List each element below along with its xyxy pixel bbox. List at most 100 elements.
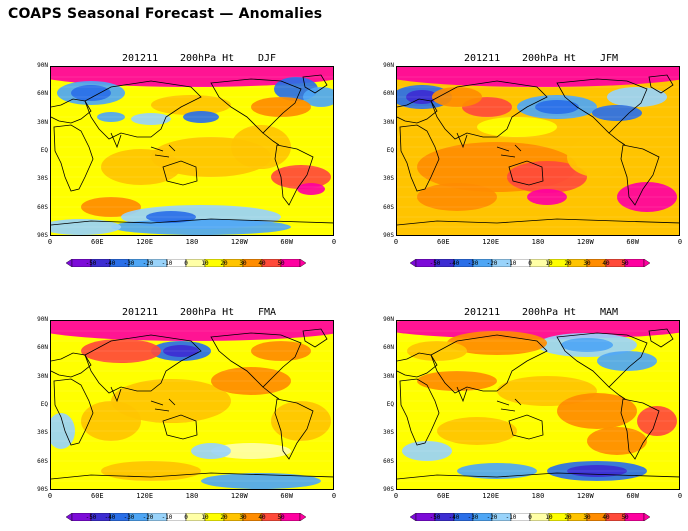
colorbar-label: 20 [564, 514, 572, 521]
coastline [556, 332, 648, 388]
anomaly-contour [201, 473, 321, 489]
longitude-label: 60E [437, 492, 450, 500]
anomaly-contour [535, 100, 579, 114]
anomaly-map [396, 66, 680, 236]
colorbar-label: -20 [142, 260, 154, 267]
coastline [397, 472, 679, 480]
longitude-label: 0 [677, 492, 683, 500]
anomaly-field [397, 67, 679, 235]
colorbar-label: -10 [505, 260, 517, 267]
longitude-label: 0 [331, 492, 337, 500]
anomaly-contour [477, 117, 557, 137]
coastline [51, 98, 92, 124]
colorbar-max-arrow [299, 259, 306, 267]
colorbar-max-arrow [643, 513, 650, 521]
colorbar: -50 -40 -30 -20 -10 0 10 20 30 40 50 [66, 513, 306, 523]
forecast-panel-jfm: 201211 200hPa Ht JFM 90N 60N 30N EQ 30S 60S 90… [383, 52, 688, 272]
coastline [608, 386, 626, 400]
colorbar-label: -40 [104, 514, 116, 521]
panel-variable: 200hPa Ht [522, 53, 577, 64]
panel-date: 201211 [122, 307, 159, 318]
longitude-label: 120W [230, 238, 248, 246]
coastline [162, 414, 198, 440]
longitude-label: 180 [185, 492, 199, 500]
panel-title: 201211 200hPa Ht MAM [396, 306, 688, 320]
panel-season: MAM [600, 307, 619, 318]
colorbar-min-arrow [410, 513, 417, 521]
longitude-label: 120E [482, 238, 500, 246]
latitude-label: 90N [383, 316, 394, 323]
panel-date: 201211 [464, 53, 501, 64]
latitude-label: 30S [37, 175, 48, 183]
anomaly-contour [592, 105, 642, 121]
anomaly-contour [417, 183, 497, 211]
anomaly-contour [163, 345, 199, 357]
anomaly-contour [271, 165, 331, 189]
colorbar-label: 0 [528, 260, 532, 267]
anomaly-contour [251, 97, 311, 117]
latitude-label: 60S [383, 457, 394, 465]
colorbar-label: -40 [448, 260, 460, 267]
latitude-label: 60N [383, 90, 394, 98]
coastline [302, 74, 328, 94]
longitude-label: 60E [91, 492, 104, 500]
latitude-label: 90N [37, 62, 48, 69]
coastline [262, 386, 280, 400]
longitude-label: 120W [576, 238, 594, 246]
longitude-label: 180 [531, 238, 545, 246]
coastline [150, 398, 176, 412]
latitude-label: EQ [40, 147, 48, 154]
colorbar-label: -40 [104, 260, 116, 267]
latitude-label: EQ [386, 147, 394, 154]
coastline [608, 132, 626, 146]
panel-title: 201211 200hPa Ht DJF [50, 52, 350, 66]
anomaly-contour [303, 87, 333, 107]
coastline [397, 218, 679, 226]
panel-season: JFM [600, 53, 619, 64]
coastline [397, 98, 438, 124]
forecast-panel-fma: 201211 200hPa Ht FMA 90N 60N 30N EQ 30S 60S 90… [37, 306, 350, 526]
colorbar-label: -50 [85, 260, 97, 267]
colorbar-label: -30 [123, 260, 135, 267]
colorbar-label: 40 [258, 514, 266, 521]
panel-date: 201211 [464, 307, 501, 318]
colorbar-label: 30 [583, 260, 591, 267]
longitude-label: 60W [626, 492, 639, 500]
longitude-label: 0 [677, 238, 683, 246]
latitude-label: EQ [40, 401, 48, 408]
coastline [262, 132, 280, 146]
latitude-label: 90S [383, 486, 394, 493]
coastline [162, 160, 198, 186]
latitude-label: 60S [383, 203, 394, 211]
colorbar-label: -30 [467, 514, 479, 521]
anomaly-contour [567, 137, 627, 177]
anomaly-contour [607, 87, 667, 107]
anomaly-contour [561, 338, 613, 352]
colorbar-label: -40 [448, 514, 460, 521]
colorbar-label: 40 [258, 260, 266, 267]
anomaly-contour [587, 427, 647, 455]
coastline [110, 132, 122, 149]
longitude-label: 0 [393, 238, 399, 246]
forecast-panel-djf: 201211 200hPa Ht DJF 90N 60N 30N EQ 30S 60S 90… [37, 52, 350, 272]
colorbar-label: -10 [161, 514, 173, 521]
coastline [508, 414, 544, 440]
anomaly-contour [146, 211, 196, 223]
anomaly-contour [251, 341, 311, 361]
colorbar-label: 20 [220, 514, 228, 521]
panel-season: FMA [258, 307, 277, 318]
coastline [430, 80, 548, 140]
colorbar-label: -10 [161, 260, 173, 267]
coastline [84, 334, 202, 394]
anomaly-contour [97, 112, 125, 122]
anomaly-contour [51, 67, 333, 87]
coastline [110, 386, 122, 403]
coastline [456, 132, 468, 149]
anomaly-contour [397, 67, 679, 87]
anomaly-contour [432, 87, 482, 107]
coastline [274, 144, 314, 206]
latitude-label: 90S [37, 486, 48, 493]
anomaly-contour [81, 197, 141, 217]
coastline [648, 74, 674, 94]
longitude-label: 60W [626, 238, 639, 246]
